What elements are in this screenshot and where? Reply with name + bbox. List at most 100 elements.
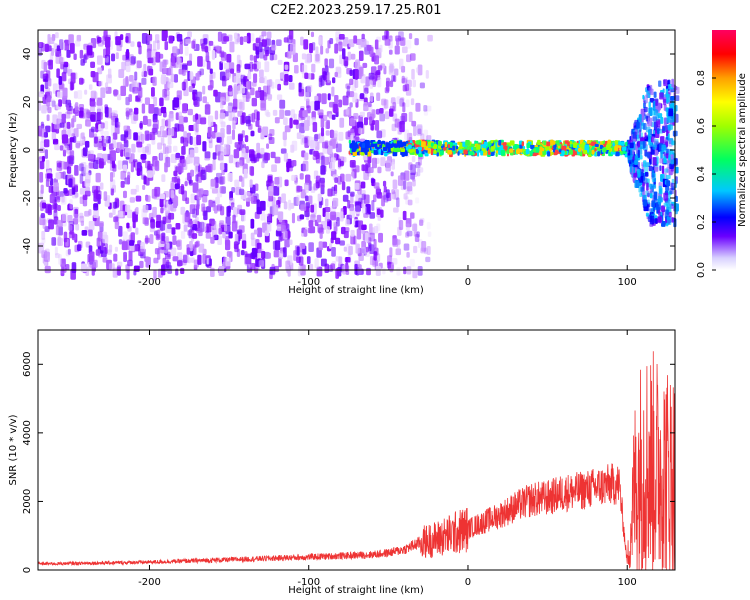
colorbar-tick-label: 0.0: [696, 262, 707, 278]
heatmap-cell: [56, 68, 60, 78]
heatmap-cell: [568, 149, 573, 155]
heatmap-cell: [107, 68, 112, 79]
heatmap-cell: [578, 148, 582, 153]
heatmap-cell: [670, 159, 675, 165]
heatmap-cell: [242, 147, 246, 157]
heatmap-cell: [243, 168, 248, 179]
heatmap-cell: [415, 67, 420, 73]
heatmap-cell: [648, 101, 651, 108]
heatmap-cell: [58, 56, 64, 64]
heatmap-cell: [240, 85, 246, 94]
heatmap-cell: [160, 137, 165, 146]
heatmap-cell: [345, 83, 351, 89]
heatmap-cell: [90, 101, 97, 108]
heatmap-cell: [69, 150, 75, 161]
heatmap-cell: [68, 178, 73, 188]
heatmap-cell: [659, 157, 665, 164]
heatmap-cell: [338, 131, 344, 141]
heatmap-cell: [51, 100, 56, 107]
heatmap-cell: [399, 121, 405, 133]
heatmap-cell: [58, 254, 62, 265]
heatmap-cell: [312, 121, 318, 133]
heatmap-cell: [200, 188, 204, 195]
heatmap-cell: [253, 55, 257, 63]
heatmap-cell: [79, 107, 84, 117]
heatmap-cell: [281, 193, 286, 204]
heatmap-cell: [349, 160, 356, 168]
heatmap-cell: [403, 193, 408, 200]
heatmap-cell: [401, 112, 408, 122]
heatmap-cell: [322, 141, 328, 149]
heatmap-cell: [342, 95, 349, 106]
heatmap-cell: [116, 142, 123, 153]
heatmap-cell: [412, 179, 416, 187]
heatmap-cell: [304, 54, 311, 64]
heatmap-cell: [283, 117, 288, 125]
heatmap-cell: [339, 211, 344, 222]
heatmap-cell: [63, 64, 68, 74]
heatmap-cell: [219, 153, 224, 163]
heatmap-cell: [59, 39, 64, 50]
heatmap-cell: [38, 47, 43, 57]
heatmap-cell: [350, 229, 355, 237]
heatmap-cell: [39, 160, 45, 170]
heatmap-cell: [339, 117, 345, 128]
heatmap-cell: [266, 94, 273, 100]
heatmap-cell: [414, 38, 419, 46]
heatmap-cell: [219, 176, 226, 185]
heatmap-cell: [147, 50, 153, 58]
heatmap-cell: [175, 112, 179, 121]
heatmap-cell: [385, 189, 390, 199]
heatmap-cell: [421, 240, 427, 252]
heatmap-cell: [249, 262, 256, 270]
heatmap-cell: [82, 194, 88, 201]
heatmap-cell: [40, 212, 45, 219]
heatmap-cell: [157, 142, 162, 150]
heatmap-cell: [377, 65, 383, 71]
heatmap-cell: [67, 215, 73, 223]
heatmap-cell: [137, 240, 142, 246]
heatmap-cell: [648, 165, 653, 172]
heatmap-cell: [185, 38, 191, 44]
heatmap-cell: [262, 222, 268, 233]
heatmap-cell: [379, 113, 385, 122]
heatmap-cell: [292, 52, 298, 63]
heatmap-cell: [361, 224, 367, 231]
heatmap-cell: [225, 216, 231, 227]
heatmap-cell: [329, 243, 333, 249]
heatmap-cell: [398, 220, 404, 231]
heatmap-cell: [162, 143, 166, 155]
heatmap-cell: [444, 141, 448, 148]
heatmap-cell: [614, 145, 619, 152]
heatmap-cell: [573, 142, 578, 148]
colorbar-label: Normalized spectral amplitude: [737, 73, 748, 227]
heatmap-cell: [324, 58, 328, 67]
heatmap-cell: [186, 60, 192, 66]
heatmap-cell: [365, 144, 370, 149]
heatmap-cell: [381, 195, 385, 207]
heatmap-cell: [276, 39, 282, 46]
heatmap-cell: [410, 212, 415, 219]
heatmap-cell: [374, 39, 379, 50]
heatmap-cell: [57, 111, 62, 119]
heatmap-cell: [542, 149, 547, 155]
heatmap-cell: [644, 132, 647, 139]
heatmap-cell: [132, 86, 139, 94]
heatmap-cell: [668, 154, 671, 161]
heatmap-cell: [175, 222, 181, 230]
heatmap-cell: [57, 226, 63, 236]
heatmap-cell: [66, 105, 70, 111]
heatmap-cell: [284, 179, 289, 187]
heatmap-cell: [266, 79, 271, 86]
heatmap-cell: [378, 232, 383, 243]
heatmap-cell: [349, 147, 353, 154]
heatmap-cell: [197, 254, 202, 265]
heatmap-cell: [376, 253, 381, 262]
heatmap-cell: [45, 178, 50, 187]
heatmap-cell: [395, 38, 400, 46]
heatmap-cell: [333, 130, 338, 138]
heatmap-cell: [155, 160, 160, 172]
heatmap-cell: [319, 177, 325, 184]
heatmap-cell: [184, 46, 189, 56]
heatmap-cell: [272, 109, 278, 116]
